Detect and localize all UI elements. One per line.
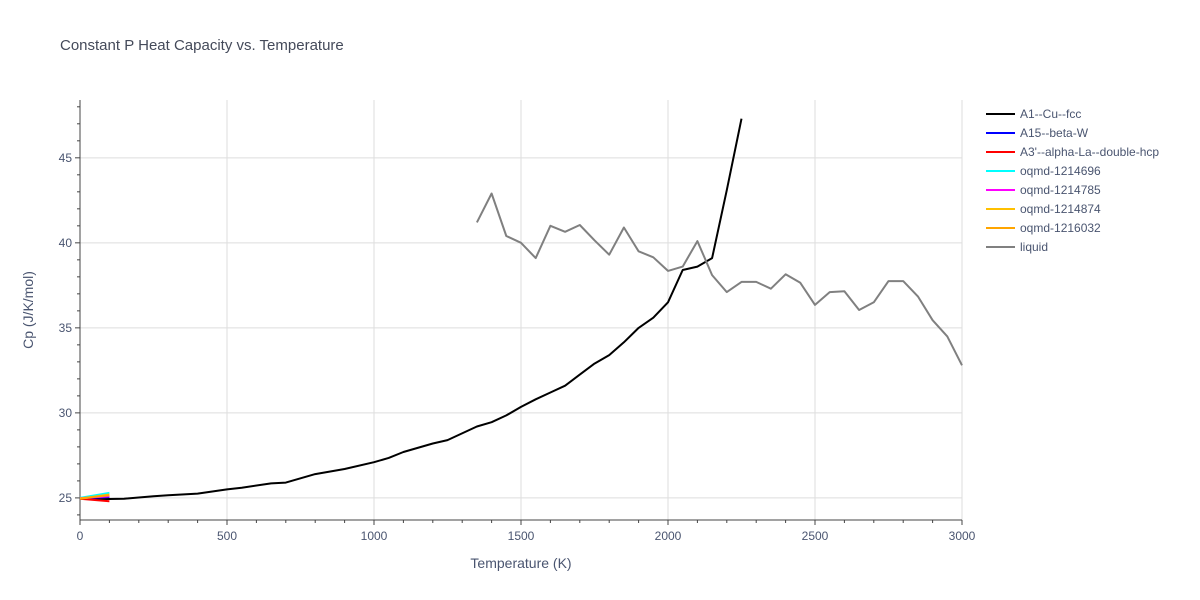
x-tick-label: 2000 <box>655 529 682 543</box>
chart-title: Constant P Heat Capacity vs. Temperature <box>60 37 344 54</box>
x-tick-label: 1000 <box>361 529 388 543</box>
legend-label: liquid <box>1020 240 1048 254</box>
x-tick-label: 3000 <box>949 529 976 543</box>
x-axis-title: Temperature (K) <box>470 555 571 571</box>
axes: 0 500 1000 1500 2000 2500 3000 25 30 35 40 45 <box>59 100 976 543</box>
legend-label: oqmd-1216032 <box>1020 221 1101 235</box>
legend-label: oqmd-1214874 <box>1020 202 1101 216</box>
legend-item[interactable]: oqmd-1216032 <box>986 221 1101 235</box>
legend-item[interactable]: A15--beta-W <box>986 126 1089 140</box>
x-tick-label: 500 <box>217 529 237 543</box>
grid <box>80 100 963 520</box>
y-tick-label: 25 <box>59 491 73 505</box>
legend-label: A3'--alpha-La--double-hcp <box>1020 145 1159 159</box>
x-tick-label: 0 <box>77 529 84 543</box>
x-tick-label: 2500 <box>802 529 829 543</box>
legend-label: oqmd-1214785 <box>1020 183 1101 197</box>
series-lines <box>79 118 963 503</box>
series-line-7 <box>476 192 963 366</box>
legend-label: oqmd-1214696 <box>1020 164 1101 178</box>
y-tick-label: 45 <box>59 151 73 165</box>
x-tick-label: 1500 <box>508 529 535 543</box>
series-line-6 <box>79 494 110 500</box>
series-line-2 <box>79 497 110 503</box>
legend[interactable]: A1--Cu--fcc A15--beta-W A3'--alpha-La--dou… <box>986 107 1159 254</box>
legend-label: A15--beta-W <box>1020 126 1089 140</box>
legend-item[interactable]: A1--Cu--fcc <box>986 107 1081 121</box>
legend-item[interactable]: oqmd-1214696 <box>986 164 1101 178</box>
y-tick-label: 30 <box>59 406 73 420</box>
legend-item[interactable]: oqmd-1214874 <box>986 202 1101 216</box>
legend-item[interactable]: oqmd-1214785 <box>986 183 1101 197</box>
legend-item[interactable]: A3'--alpha-La--double-hcp <box>986 145 1159 159</box>
series-line-0 <box>79 118 743 501</box>
y-axis-title: Cp (J/K/mol) <box>20 271 36 349</box>
y-tick-label: 35 <box>59 321 73 335</box>
legend-item[interactable]: liquid <box>986 240 1048 254</box>
y-tick-label: 40 <box>59 236 73 250</box>
legend-label: A1--Cu--fcc <box>1020 107 1081 121</box>
